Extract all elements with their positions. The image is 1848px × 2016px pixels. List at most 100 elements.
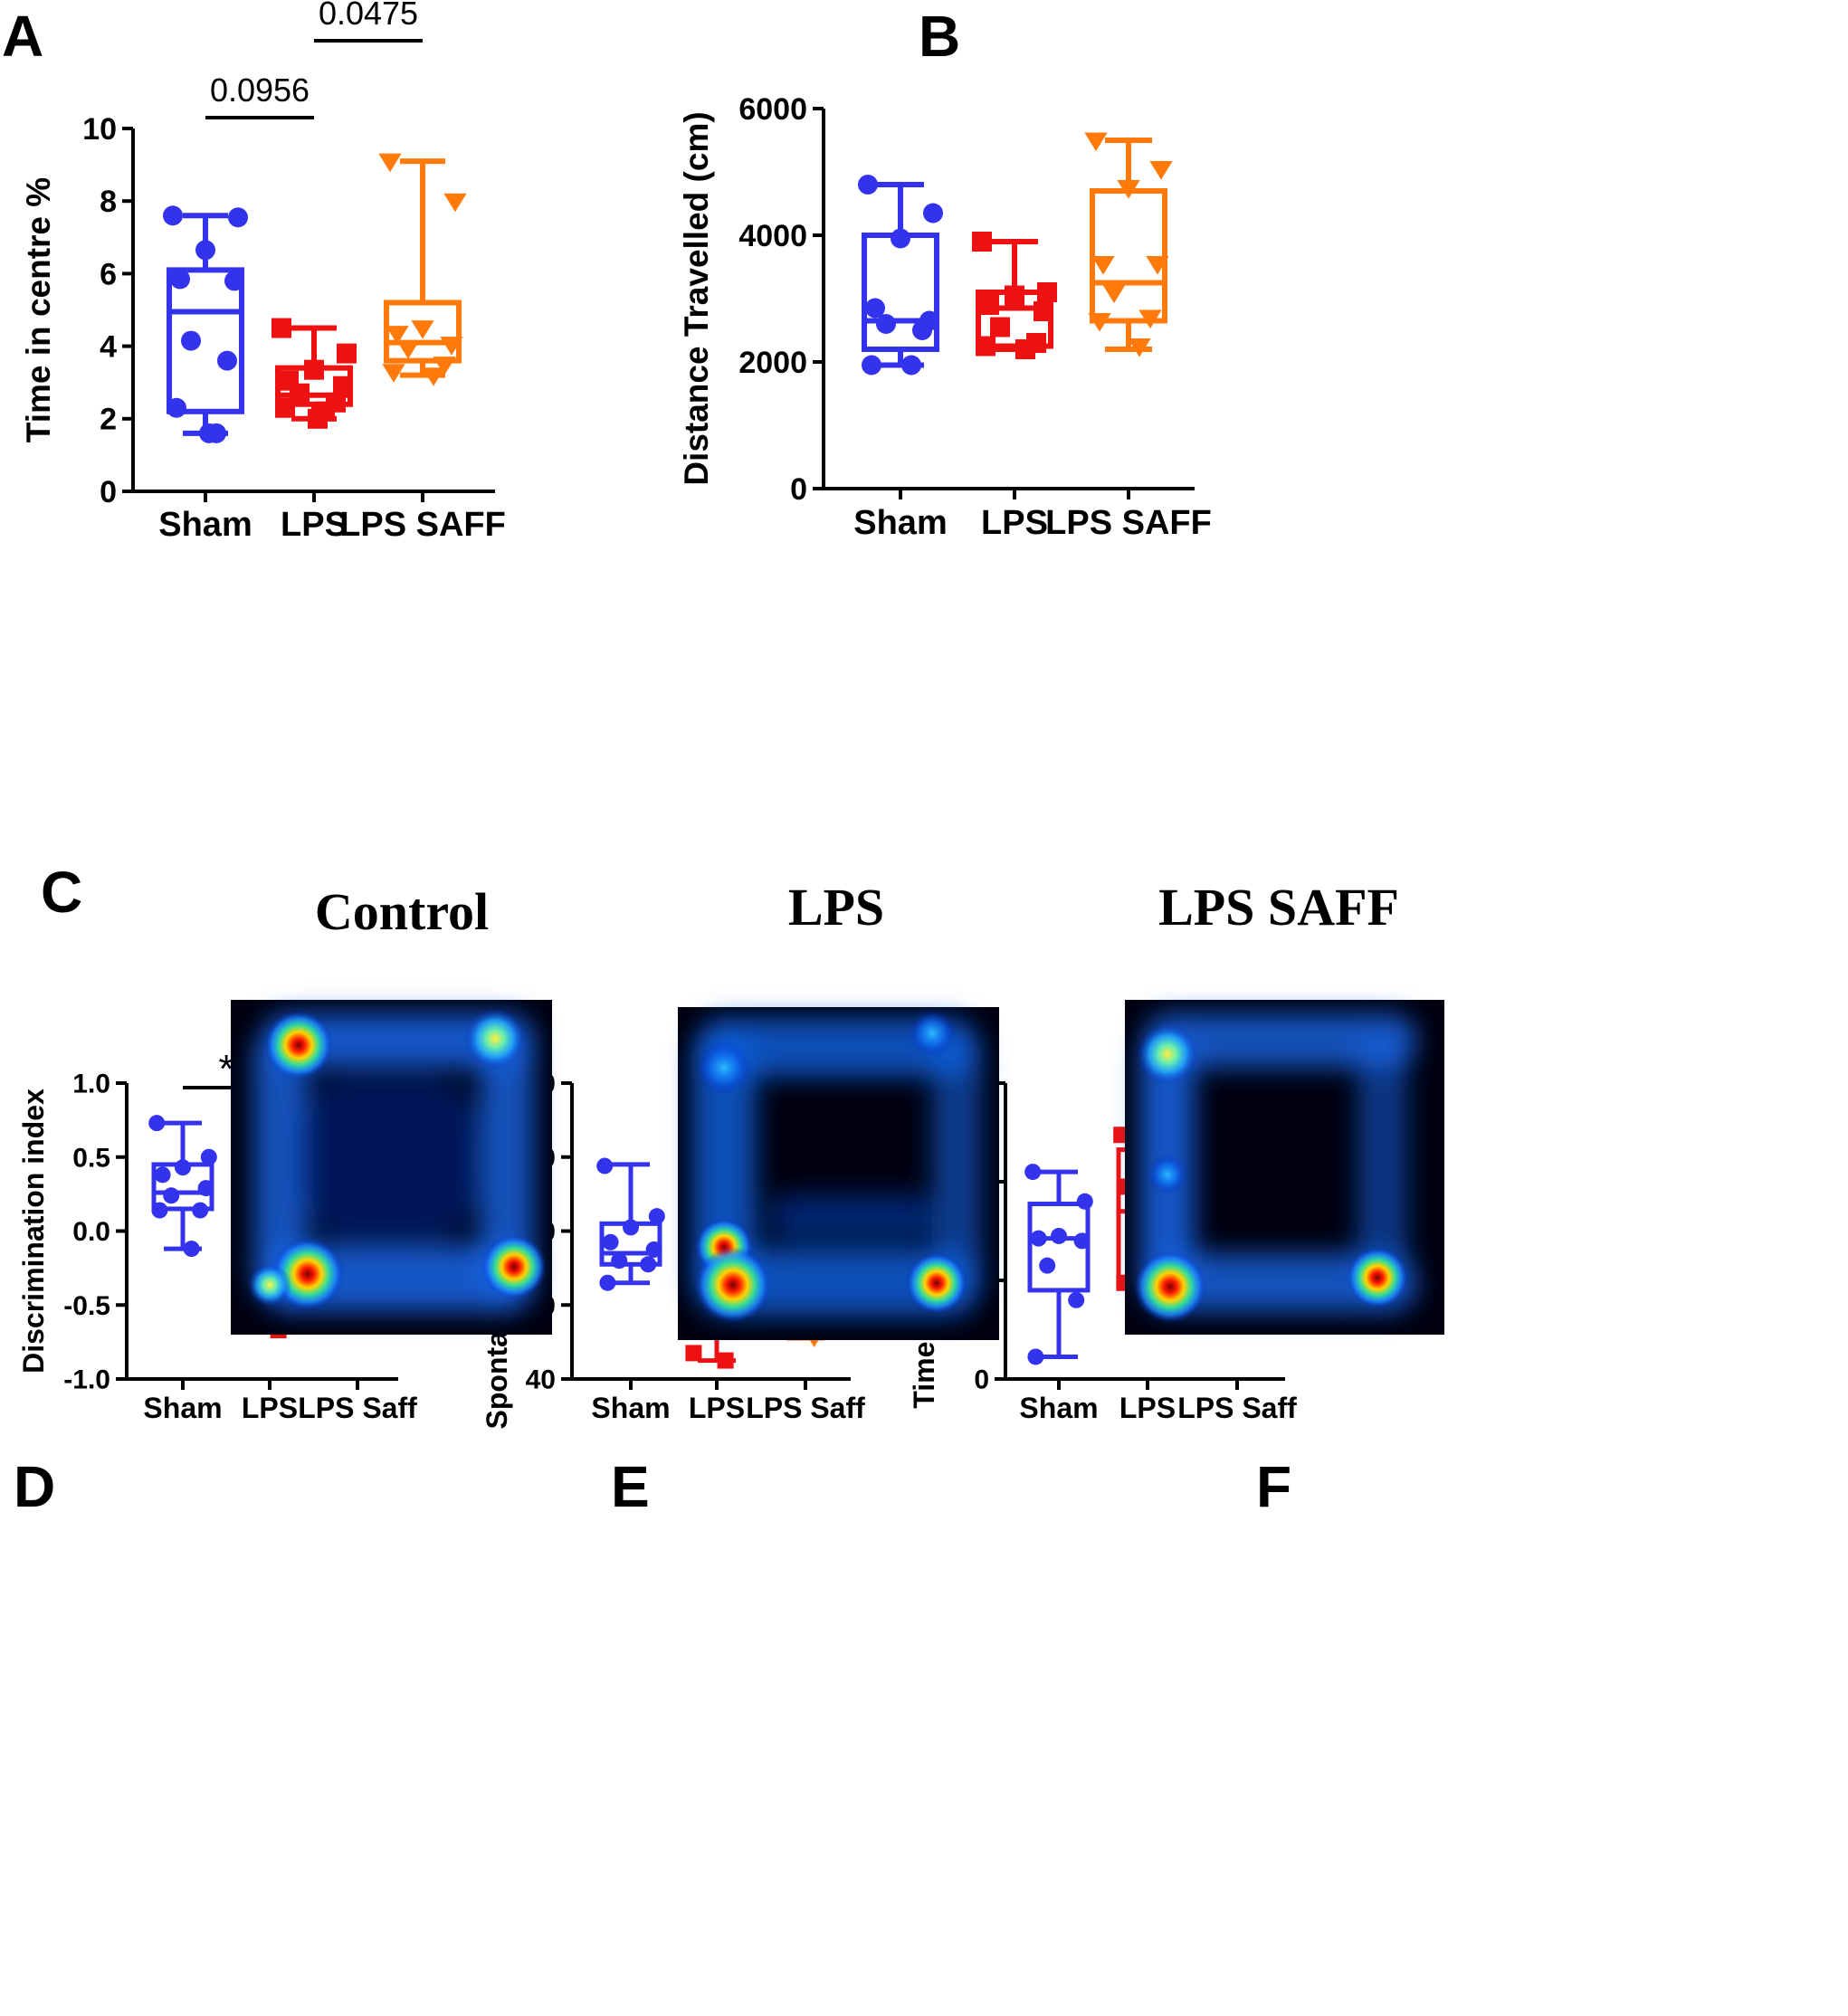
data-point [648, 1208, 665, 1225]
data-point [901, 355, 921, 376]
data-point [199, 423, 219, 443]
data-point [1005, 285, 1024, 306]
data-point [275, 397, 295, 418]
data-point [175, 1159, 191, 1176]
series-lps-saff [378, 153, 467, 386]
x-tick-label: Sham [853, 504, 947, 542]
heatmap-lps [678, 1007, 999, 1340]
data-point [1128, 338, 1151, 357]
x-tick-label: Sham [143, 1392, 222, 1424]
panel-label-c: C [41, 860, 82, 925]
y-tick-label: 0.0 [72, 1217, 110, 1247]
heatmap-lps-saff [1125, 1000, 1444, 1335]
data-point [1027, 1348, 1044, 1365]
x-tick-label: LPS [242, 1392, 298, 1424]
data-point [640, 1256, 657, 1273]
box-iqr [1090, 188, 1167, 324]
data-point [1138, 309, 1162, 329]
data-point [224, 271, 244, 291]
data-point [217, 350, 237, 371]
y-tick-label: -1.0 [63, 1365, 110, 1395]
y-tick-label: 10 [82, 112, 117, 147]
y-tick-label: 0.5 [72, 1143, 110, 1173]
data-point [154, 1166, 171, 1184]
data-point [1039, 1257, 1056, 1274]
comparison-label: * [218, 1047, 233, 1091]
heatmap-title-control: Control [315, 882, 489, 941]
x-tick-label: LPS SAFF [339, 506, 506, 544]
data-point [151, 1202, 168, 1219]
x-tick-label: Sham [591, 1392, 670, 1424]
data-point [599, 1274, 616, 1291]
y-tick-label: 40 [526, 1365, 556, 1395]
x-tick-label: LPS Saff [298, 1392, 417, 1424]
heatmap-control [231, 1000, 552, 1335]
x-tick-label: Sham [1019, 1392, 1098, 1424]
data-point [192, 1202, 209, 1219]
data-point [645, 1241, 662, 1258]
data-point [440, 337, 463, 356]
y-tick-label: 0 [790, 472, 807, 507]
data-point [197, 1180, 214, 1197]
y-tick-label: 6 [100, 257, 117, 291]
data-point [1030, 1230, 1047, 1247]
y-axis-label: Time in centre % [20, 177, 57, 442]
data-point [1068, 1291, 1085, 1308]
y-tick-label: 2 [100, 403, 117, 437]
series-sham [858, 175, 943, 376]
y-tick-label: 8 [100, 185, 117, 219]
x-tick-label: LPS [281, 506, 348, 544]
x-tick-label: LPS Saff [746, 1392, 865, 1424]
y-tick-label: 6000 [738, 92, 807, 127]
data-point [1024, 1164, 1042, 1181]
y-tick-label: 0 [100, 475, 117, 509]
data-point [304, 359, 324, 380]
data-point [1051, 1227, 1067, 1244]
box-iqr [384, 300, 462, 364]
y-axis-label: Distance Travelled (cm) [678, 111, 715, 485]
data-point [1037, 282, 1057, 302]
panel-label-d: D [14, 1454, 55, 1519]
panel-label-f: F [1256, 1454, 1291, 1519]
data-point [1102, 284, 1126, 304]
data-point [411, 320, 434, 339]
data-point [183, 1241, 200, 1258]
y-tick-label: 4000 [738, 219, 807, 253]
data-point [876, 314, 896, 334]
heatmap-panel: Control LPS LPS SAFF [231, 878, 1444, 1340]
data-point [990, 317, 1010, 338]
y-tick-label: 0 [974, 1365, 989, 1395]
x-tick-label: LPS [689, 1392, 745, 1424]
x-tick-label: LPS [981, 504, 1048, 542]
data-point [602, 1233, 619, 1250]
series-lps [271, 318, 357, 429]
data-point [1091, 256, 1115, 275]
panel-label-b: B [919, 4, 960, 69]
panel-label-e: E [611, 1454, 650, 1519]
data-point [181, 330, 201, 351]
data-point [378, 153, 402, 173]
series-sham [148, 1115, 217, 1258]
data-point [858, 175, 878, 195]
series-sham [163, 205, 248, 443]
data-point [396, 340, 420, 359]
data-point [865, 298, 885, 319]
data-point [972, 232, 992, 252]
data-point [923, 203, 943, 223]
x-tick-label: LPS Saff [1177, 1392, 1297, 1424]
data-point [148, 1115, 166, 1132]
data-point [170, 269, 190, 290]
data-point [163, 1187, 180, 1204]
series-lps-saff [1084, 132, 1173, 357]
heatmap-title-lps-saff: LPS SAFF [1158, 878, 1399, 937]
data-point [195, 240, 215, 261]
data-point [386, 326, 409, 345]
data-point [979, 295, 999, 315]
series-sham [596, 1157, 665, 1291]
data-point [1149, 161, 1173, 180]
data-point [1084, 132, 1108, 152]
data-point [912, 320, 932, 340]
